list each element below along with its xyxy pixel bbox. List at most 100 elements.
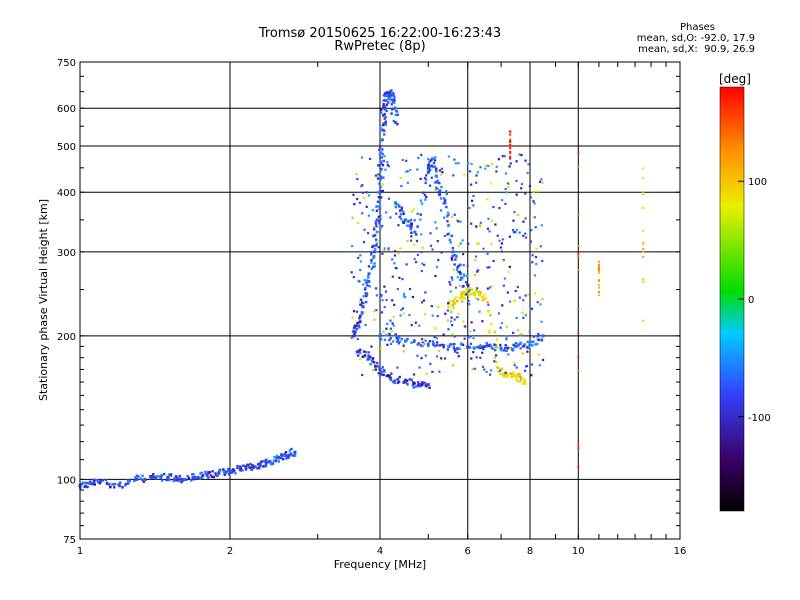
echo-dot [383,247,386,250]
echo-dot [383,249,386,252]
echo-dot [358,326,361,329]
echo-dot [409,226,412,229]
echo-dot [376,177,380,180]
echo-dot [433,159,437,162]
echo-dot [378,205,382,209]
echo-dot [524,217,527,220]
echo-dot [367,276,370,279]
echo-dot [447,155,451,158]
echo-dot [453,348,456,351]
echo-dot [516,329,520,332]
echo-dot [513,299,516,302]
echo-dot [530,307,534,310]
echo-dot [447,328,450,331]
echo-dot [455,299,459,303]
echo-dot [459,220,462,223]
echo-dot [479,221,482,224]
echo-dot [178,474,181,478]
echo-dot [161,479,164,482]
echo-dot [406,383,409,386]
echo-dot [479,344,482,347]
echo-dot [485,370,488,373]
echo-dot [389,319,392,322]
echo-dot [503,277,507,280]
echo-dot [420,202,424,205]
echo-dot [505,191,508,194]
echo-dot [377,195,381,199]
echo-dot [101,479,105,482]
data-point [413,230,417,234]
echo-dot [371,209,374,212]
echo-dot [527,163,530,166]
echo-dot [399,247,402,250]
echo-dot [93,483,96,486]
echo-dot [367,272,370,275]
echo-dot [453,263,456,266]
echo-dot [382,133,386,136]
y-tick-label: 75 [63,535,76,546]
echo-dot [267,460,270,464]
echo-dot [530,340,534,343]
echo-dot [382,122,385,125]
echo-dot [169,474,173,477]
echo-dot [408,224,411,227]
echo-dot [451,246,455,250]
echo-dot [360,302,364,305]
echo-dot [175,476,179,480]
echo-dot [89,480,92,483]
echo-dot [446,348,450,351]
echo-dot [420,250,423,254]
echo-dot [434,221,437,224]
echo-dot [536,342,539,346]
echo-dot [400,184,403,188]
echo-dot [86,485,89,489]
echo-dot [486,198,489,201]
echo-dot [377,372,380,375]
echo-dot [374,223,378,226]
echo-dot [488,266,491,269]
echo-dot [470,357,473,360]
echo-dot [165,478,168,482]
echo-dot [513,210,516,214]
echo-dot [522,382,525,385]
echo-dot [379,338,383,341]
echo-dot [380,167,383,171]
echo-dot [369,362,372,366]
echo-dot [642,177,645,180]
echo-dot [236,465,239,469]
echo-dot [92,480,96,484]
echo-dot [406,181,410,184]
echo-dot [474,289,478,292]
echo-dot [460,276,463,279]
echo-dot [497,312,500,315]
echo-dot [386,97,390,101]
echo-dot [509,150,512,153]
data-point [375,218,379,222]
chart-title-line1: Tromsø 20150625 16:22:00-16:23:43 [258,26,502,41]
echo-dot [489,344,492,348]
echo-dot [502,258,505,262]
echo-dot [385,91,389,94]
echo-dot [507,182,511,186]
echo-dot [405,379,409,382]
echo-dot [383,92,387,95]
echo-dot [92,483,95,486]
echo-dot [393,381,396,385]
echo-dot [409,218,413,222]
echo-dot [378,182,381,185]
echo-dot [500,367,504,370]
echo-dot [378,207,381,211]
echo-dot [363,279,366,282]
echo-dot [463,297,466,300]
echo-dot [113,486,116,489]
echo-dot [404,295,407,299]
echo-dot [470,183,473,186]
echo-dot [524,294,527,297]
echo-dot [509,155,512,158]
echo-dot [411,295,415,299]
echo-dot [204,472,207,475]
echo-dot [530,229,533,232]
echo-dot [445,193,448,196]
echo-dot [377,219,381,223]
echo-dot [453,213,456,216]
